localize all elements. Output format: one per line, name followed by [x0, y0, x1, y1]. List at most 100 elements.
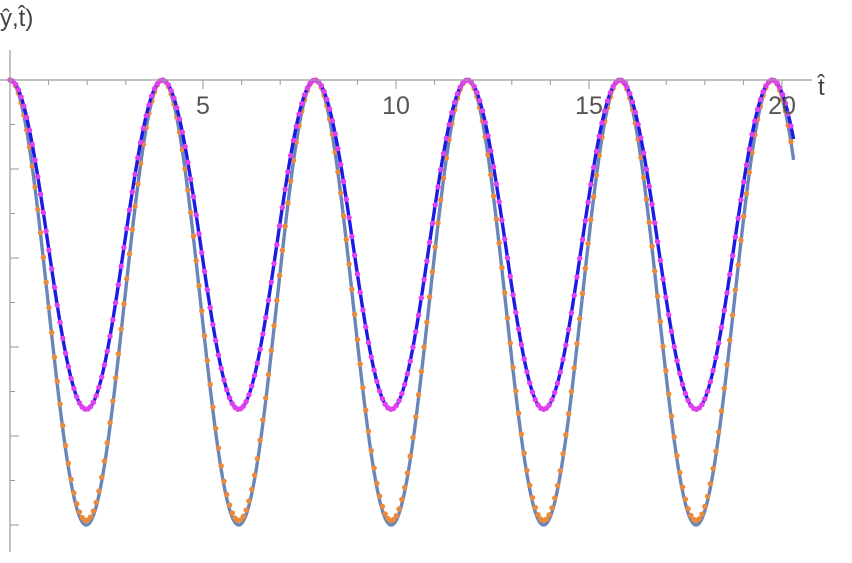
data-point-1-131	[371, 465, 377, 471]
data-point-1-23	[71, 490, 77, 496]
data-point-3-280	[785, 111, 791, 117]
data-point-3-102	[290, 137, 297, 143]
data-point-3-24	[74, 394, 80, 400]
data-point-1-155	[438, 197, 444, 203]
data-point-1-87	[249, 486, 255, 492]
data-point-3-117	[332, 131, 338, 137]
data-point-3-36	[107, 333, 113, 339]
data-point-1-180	[507, 340, 513, 346]
data-point-1-172	[485, 152, 491, 158]
data-point-3-115	[326, 106, 333, 112]
data-point-3-225	[632, 109, 639, 115]
data-point-1-175	[493, 216, 500, 222]
data-point-3-129	[365, 339, 372, 346]
data-point-1-98	[279, 247, 286, 254]
data-point-3-94	[268, 279, 274, 285]
data-point-1-240	[674, 453, 680, 459]
data-point-3-214	[602, 108, 608, 114]
data-point-1-201	[565, 411, 572, 417]
data-point-3-113	[321, 88, 327, 95]
data-point-3-47	[137, 139, 144, 146]
data-point-1-198	[557, 468, 563, 474]
data-point-1-255	[716, 429, 722, 435]
data-point-1-126	[357, 361, 363, 367]
data-point-1-46	[135, 181, 141, 187]
data-point-3-158	[446, 121, 452, 128]
data-point-3-11	[37, 191, 44, 197]
data-point-3-84	[240, 403, 247, 409]
data-point-3-20	[62, 350, 69, 356]
data-point-1-174	[490, 193, 497, 199]
data-point-3-34	[101, 362, 108, 368]
data-point-1-90	[257, 437, 263, 443]
data-point-1-243	[682, 496, 689, 502]
data-point-1-14	[46, 304, 52, 311]
data-point-1-228	[640, 174, 647, 181]
data-point-3-68	[196, 231, 202, 237]
data-point-1-45	[132, 203, 138, 209]
data-point-1-178	[502, 290, 508, 296]
data-point-1-125	[354, 336, 361, 343]
data-point-3-41	[121, 244, 127, 251]
data-point-1-135	[382, 511, 388, 517]
data-point-1-67	[193, 258, 199, 264]
data-point-1-265	[743, 191, 750, 197]
data-point-3-278	[779, 91, 786, 98]
data-point-1-127	[360, 384, 366, 391]
data-point-3-223	[627, 90, 633, 97]
data-point-3-103	[293, 123, 299, 130]
data-point-3-45	[132, 171, 138, 178]
data-point-1-63	[182, 166, 188, 172]
data-point-3-261	[732, 234, 739, 240]
data-point-1-92	[262, 395, 269, 401]
data-point-3-48	[140, 125, 147, 131]
x-tick-label-20: 20	[768, 92, 796, 120]
data-point-3-25	[76, 400, 83, 406]
data-point-1-38	[112, 375, 119, 381]
data-point-3-277	[777, 85, 783, 91]
data-point-3-79	[226, 395, 233, 401]
data-point-3-264	[741, 179, 747, 185]
data-point-1-34	[101, 458, 108, 464]
data-point-1-196	[552, 495, 558, 501]
data-point-3-167	[471, 83, 477, 89]
x-axis-label: t̂	[817, 74, 825, 101]
data-point-1-153	[432, 244, 438, 250]
data-point-1-146	[413, 414, 419, 420]
data-point-1-93	[265, 371, 272, 378]
data-point-3-96	[274, 242, 280, 248]
data-point-3-258	[724, 290, 730, 296]
data-point-3-64	[185, 159, 191, 165]
data-point-1-21	[65, 460, 72, 467]
data-point-3-49	[143, 113, 149, 119]
data-point-1-99	[282, 223, 288, 229]
data-point-1-120	[340, 213, 347, 219]
data-point-3-57	[165, 82, 172, 88]
data-point-1-199	[560, 451, 566, 457]
data-point-3-104	[296, 111, 302, 117]
data-point-1-141	[399, 496, 405, 503]
data-point-3-148	[418, 295, 425, 301]
data-point-1-267	[749, 150, 755, 156]
data-point-1-187	[527, 482, 533, 488]
data-point-3-252	[707, 379, 714, 385]
data-point-3-271	[760, 88, 766, 95]
data-point-3-259	[727, 271, 733, 278]
data-point-1-142	[401, 484, 408, 491]
data-point-1-236	[663, 367, 669, 374]
data-point-3-22	[68, 375, 74, 382]
data-point-1-72	[207, 381, 213, 388]
data-point-3-131	[371, 367, 377, 373]
data-point-3-172	[485, 133, 491, 139]
data-point-3-121	[343, 196, 349, 202]
data-point-1-143	[404, 470, 411, 476]
series-layer	[7, 77, 796, 527]
data-point-3-126	[357, 289, 363, 295]
data-point-1-33	[99, 474, 105, 480]
data-point-3-251	[704, 388, 711, 394]
data-point-1-156	[440, 175, 447, 181]
data-point-3-267	[749, 131, 755, 138]
data-point-3-211	[593, 148, 600, 154]
data-point-1-207	[582, 265, 588, 272]
data-point-3-202	[568, 310, 575, 316]
